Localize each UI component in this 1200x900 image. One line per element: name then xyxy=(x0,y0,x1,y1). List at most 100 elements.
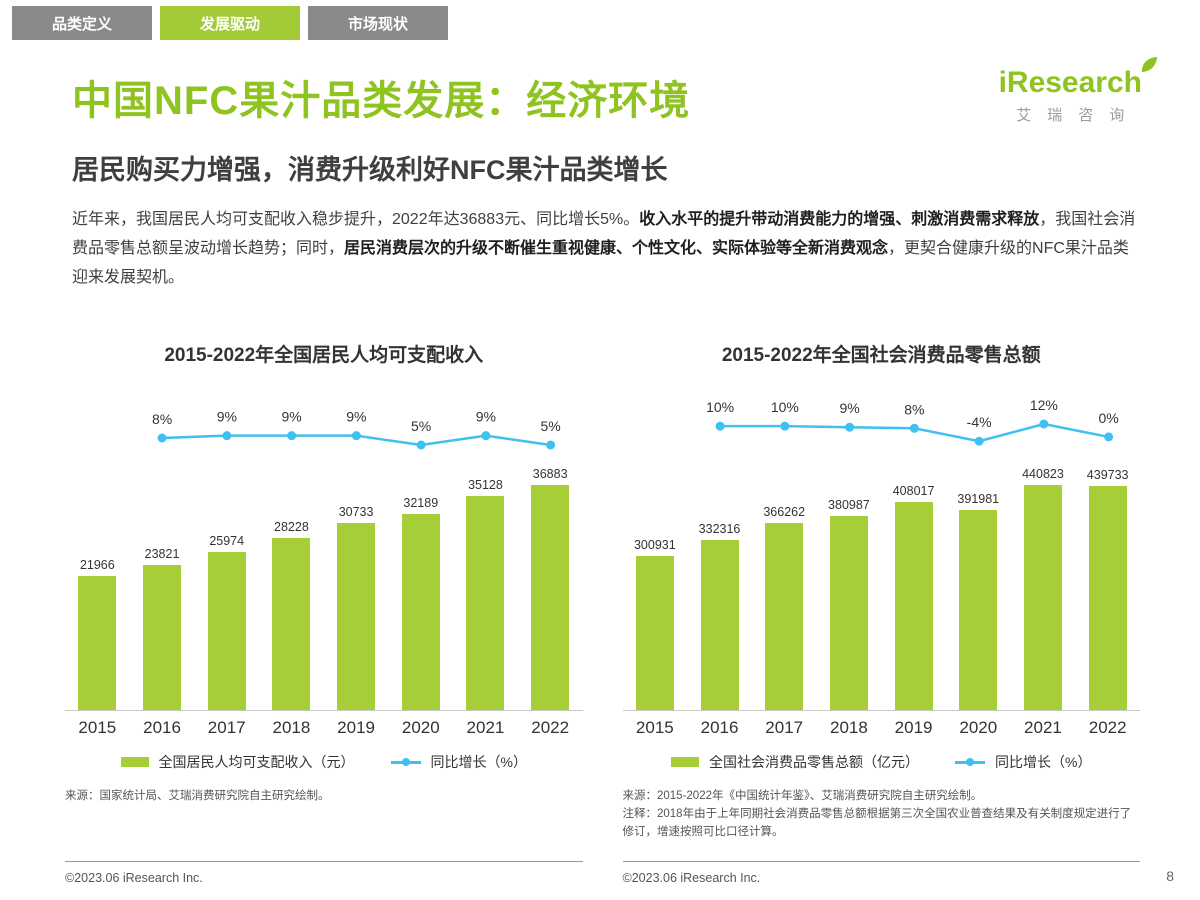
bar-value-label: 32189 xyxy=(403,495,439,510)
chart-source: 来源：国家统计局、艾瑞消费研究院自主研究绘制。 xyxy=(65,790,330,802)
bar-group: 36883 xyxy=(518,467,583,710)
bar-value-label: 25974 xyxy=(209,533,245,548)
x-tick-label: 2021 xyxy=(1024,718,1062,737)
bar xyxy=(401,513,440,710)
bar-group: 32189 xyxy=(388,496,453,710)
bar-value-label: 30733 xyxy=(338,504,374,519)
bar xyxy=(829,515,868,710)
paragraph-segment: ，我国社会消费品零售总额呈波动增长趋势；同时， xyxy=(72,211,1136,257)
charts-area: 2015-2022年全国居民人均可支配收入 21966 23821 25974 282… xyxy=(65,340,1140,885)
bar-group: 440823 xyxy=(1011,467,1076,710)
chart-plot-income: 21966 23821 25974 28228 30733 32189 35128 36883… xyxy=(65,380,583,711)
bar xyxy=(635,556,674,710)
bar-legend-swatch xyxy=(120,757,149,767)
bar xyxy=(466,495,505,710)
paragraph-segment: 近年来，我国居民人均可支配收入稳步提升，2022年达36883元、同比增长5%。 xyxy=(72,211,640,228)
chart-title: 2015-2022年全国社会消费品零售总额 xyxy=(721,345,1041,366)
x-axis-labels: 2015 2016 2017 2018 2019 2020 2021 2022 xyxy=(623,711,1141,738)
logo-chinese-name: 艾瑞咨询 xyxy=(1016,107,1141,124)
chart-source: 来源：2015-2022年《中国统计年鉴》、艾瑞消费研究院自主研究绘制。 注释：… xyxy=(623,788,1141,841)
bar xyxy=(765,523,804,710)
bar-group: 21966 xyxy=(65,558,130,710)
bar-group: 366262 xyxy=(752,505,817,710)
x-tick-label: 2015 xyxy=(635,718,674,737)
bar-value-label: 28228 xyxy=(274,519,309,534)
bar-value-label: 300931 xyxy=(633,538,676,553)
x-tick-label: 2016 xyxy=(700,718,739,737)
chart-income: 2015-2022年全国居民人均可支配收入 21966 23821 25974 282… xyxy=(65,340,583,885)
bar-value-label: 440823 xyxy=(1022,467,1064,481)
bar-legend-label: 全国社会消费品零售总额（亿元） xyxy=(709,754,920,770)
tab-2[interactable]: 发展驱动 xyxy=(160,6,300,40)
copyright-text: ©2023.06 iResearch Inc. xyxy=(622,871,761,885)
bar-group: 30733 xyxy=(324,505,389,710)
chart-title: 2015-2022年全国居民人均可支配收入 xyxy=(164,345,484,366)
bar-group: 300931 xyxy=(623,538,688,710)
column-footer: ©2023.06 iResearch Inc. xyxy=(65,861,583,885)
x-tick-label: 2019 xyxy=(894,718,933,737)
top-tab-bar: 品类定义 发展驱动 市场现状 xyxy=(12,6,448,40)
x-tick-label: 2021 xyxy=(466,718,505,737)
x-tick-label: 2016 xyxy=(143,718,181,737)
x-axis-labels: 2015 2016 2017 2018 2019 2020 2021 2022 xyxy=(65,711,583,738)
page-title: 中国NFC果汁品类发展：经济环境 xyxy=(72,79,691,123)
bar-group: 28228 xyxy=(259,520,324,710)
bar-group: 439733 xyxy=(1075,468,1140,710)
tab-3[interactable]: 市场现状 xyxy=(308,6,448,40)
bar-legend-label: 全国居民人均可支配收入（元） xyxy=(158,754,355,770)
iresearch-logo: iResearch 艾瑞咨询 xyxy=(999,56,1158,125)
chart-note-line: 注释：2018年由于上年同期社会消费品零售总额根据第三次全国农业普查结果及有关制… xyxy=(622,807,1132,838)
leaf-icon xyxy=(1141,56,1158,73)
bar-group: 25974 xyxy=(194,534,259,710)
bar xyxy=(894,501,933,710)
bar-value-label: 408017 xyxy=(892,483,935,498)
bar xyxy=(531,485,570,710)
page-number: 8 xyxy=(1166,868,1174,884)
chart-retail: 2015-2022年全国社会消费品零售总额 300931 332316 366262… xyxy=(622,340,1141,885)
x-tick-label: 2018 xyxy=(829,718,868,737)
logo-wordmark: iResearch xyxy=(999,56,1158,100)
bar-value-label: 35128 xyxy=(468,477,503,492)
bar-value-label: 332316 xyxy=(698,522,741,537)
tab-1[interactable]: 品类定义 xyxy=(12,6,152,40)
chart-legend: 全国社会消费品零售总额（亿元） 同比增长（%） xyxy=(623,752,1141,772)
bar-value-label: 36883 xyxy=(532,467,568,481)
bar xyxy=(272,537,311,710)
x-tick-label: 2022 xyxy=(1088,718,1127,737)
bar xyxy=(1088,485,1127,710)
page-subtitle: 居民购买力增强，消费升级利好NFC果汁品类增长 xyxy=(72,155,668,185)
line-legend-label: 同比增长（%） xyxy=(995,754,1092,770)
column-footer: ©2023.06 iResearch Inc. xyxy=(622,861,1140,885)
chart-legend: 全国居民人均可支配收入（元） 同比增长（%） xyxy=(65,752,583,772)
bar-group: 332316 xyxy=(687,522,752,710)
line-legend-icon xyxy=(390,757,421,767)
footer-divider xyxy=(65,861,583,862)
intro-paragraph: 近年来，我国居民人均可支配收入稳步提升，2022年达36883元、同比增长5%。… xyxy=(72,205,1142,292)
x-tick-label: 2015 xyxy=(78,718,117,737)
bar-group: 380987 xyxy=(817,498,882,710)
bar xyxy=(78,576,117,710)
bar-group: 408017 xyxy=(881,484,946,710)
x-tick-label: 2017 xyxy=(765,718,804,737)
paragraph-segment: 居民消费层次的升级不断催生重视健康、个性文化、实际体验等全新消费观念 xyxy=(344,240,889,257)
paragraph-segment: 收入水平的提升带动消费能力的增强、刺激消费需求释放 xyxy=(639,211,1040,228)
bar xyxy=(207,551,246,710)
x-tick-label: 2020 xyxy=(959,718,998,737)
bar xyxy=(700,540,739,710)
bar-group: 35128 xyxy=(453,478,518,710)
bar-value-label: 439733 xyxy=(1086,467,1129,482)
chart-source-line: 来源：2015-2022年《中国统计年鉴》、艾瑞消费研究院自主研究绘制。 xyxy=(622,790,983,802)
bar xyxy=(337,522,376,710)
bar-value-label: 366262 xyxy=(763,505,806,520)
bar-series: 21966 23821 25974 28228 30733 32189 35128 36883 xyxy=(65,380,583,710)
x-tick-label: 2020 xyxy=(401,718,440,737)
chart-plot-retail: 300931 332316 366262 380987 408017 391981 4408… xyxy=(622,380,1140,711)
bar-legend-swatch xyxy=(671,757,700,767)
x-tick-label: 2017 xyxy=(207,718,246,737)
bar-value-label: 21966 xyxy=(79,558,115,572)
bar-group: 391981 xyxy=(946,492,1011,710)
bar-value-label: 23821 xyxy=(144,546,180,561)
x-tick-label: 2022 xyxy=(531,718,570,737)
bar xyxy=(1023,485,1062,710)
